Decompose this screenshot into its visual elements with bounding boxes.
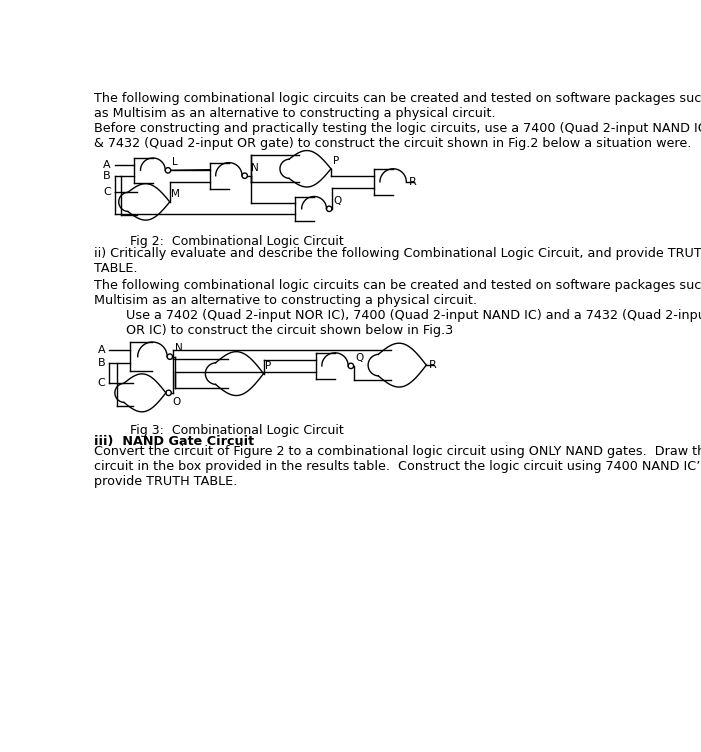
Text: B: B <box>103 171 111 181</box>
Text: O: O <box>172 397 180 407</box>
Text: P: P <box>265 360 271 371</box>
Text: Convert the circuit of Figure 2 to a combinational logic circuit using ONLY NAND: Convert the circuit of Figure 2 to a com… <box>94 445 701 488</box>
Text: L: L <box>172 157 178 167</box>
Text: R: R <box>428 360 437 370</box>
Text: A: A <box>103 159 111 170</box>
Text: ii) Critically evaluate and describe the following Combinational Logic Circuit, : ii) Critically evaluate and describe the… <box>94 247 701 274</box>
Text: B: B <box>98 359 105 368</box>
Text: Q: Q <box>355 353 363 362</box>
Text: The following combinational logic circuits can be created and tested on software: The following combinational logic circui… <box>94 92 701 150</box>
Text: Fig 3:  Combinational Logic Circuit: Fig 3: Combinational Logic Circuit <box>130 423 344 437</box>
Text: N: N <box>251 162 259 173</box>
Text: R: R <box>409 177 416 186</box>
Text: iii)  NAND Gate Circuit: iii) NAND Gate Circuit <box>94 435 254 448</box>
Text: The following combinational logic circuits can be created and tested on software: The following combinational logic circui… <box>94 279 701 337</box>
Text: N: N <box>175 343 183 353</box>
Text: Fig 2:  Combinational Logic Circuit: Fig 2: Combinational Logic Circuit <box>130 235 344 248</box>
Text: C: C <box>103 186 111 196</box>
Text: Q: Q <box>334 196 341 206</box>
Text: P: P <box>332 156 339 165</box>
Text: M: M <box>171 189 180 199</box>
Text: C: C <box>97 378 105 387</box>
Text: A: A <box>98 345 105 355</box>
